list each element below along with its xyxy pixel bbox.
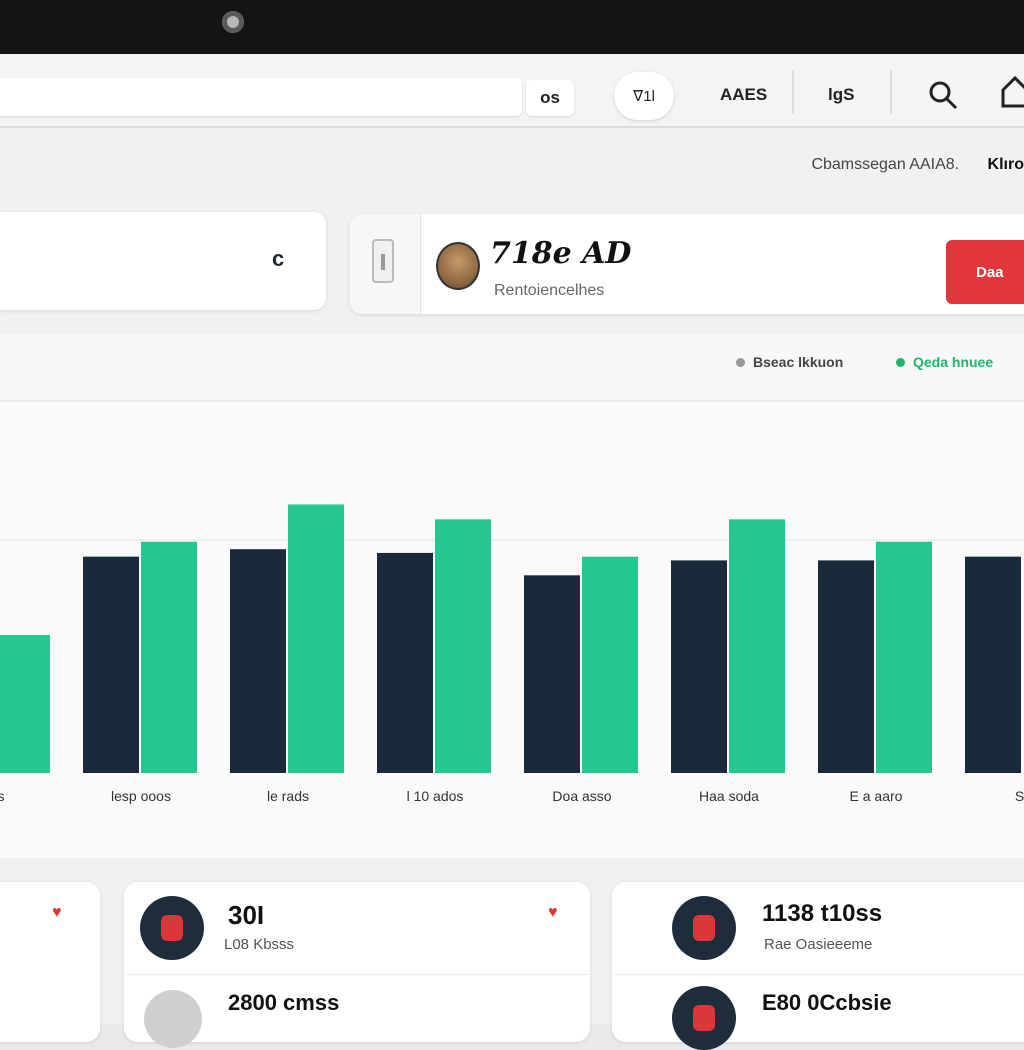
x-tick-label: l 10 ados	[407, 788, 464, 804]
legend-dot	[736, 357, 745, 367]
x-tick-label: Haa soda	[699, 788, 759, 804]
bar-chart: lles lesp ooos le rads l 10 ados Doa asso Haa…	[0, 504, 1024, 804]
bar-green[interactable]	[0, 634, 50, 773]
chart-header	[0, 334, 1024, 402]
search-input[interactable]	[0, 78, 516, 118]
x-tick-label: le rads	[267, 788, 309, 804]
legend-label: Qeda hnuee	[913, 354, 994, 370]
subheader-caption: Cbamssegan AAIA8.	[811, 156, 960, 173]
os-button[interactable]: os	[526, 80, 574, 116]
bar-dark[interactable]	[524, 575, 580, 773]
device-tile[interactable]	[350, 214, 421, 314]
x-tick-label: S l	[1015, 788, 1024, 804]
stat-label: Rae Oasieeeme	[764, 936, 873, 953]
profile-title: 718e AD	[490, 236, 632, 271]
phone-icon	[372, 239, 394, 283]
home-icon[interactable]	[1000, 74, 1024, 108]
x-tick-label: lles	[0, 788, 5, 804]
search-icon[interactable]	[928, 80, 958, 110]
summary-card[interactable]: c	[0, 212, 326, 310]
legend-item-2[interactable]: Qeda hnuee	[896, 354, 993, 370]
bar-dark[interactable]	[671, 560, 727, 773]
bar-green[interactable]	[876, 541, 932, 773]
bar-green[interactable]	[288, 504, 344, 773]
subheader-link[interactable]: Klıro	[987, 156, 1024, 173]
stat-label: L08 Kbsss	[224, 936, 295, 953]
subheader: Cbamssegan AAIA8. Klıro	[811, 156, 1024, 174]
stat-value: 2800 cmss	[228, 990, 340, 1015]
bar-dark[interactable]	[377, 552, 433, 773]
stat-value: 1138 t10ss	[762, 900, 883, 927]
heart-icon[interactable]: ♥	[548, 904, 558, 921]
stat-value: E80 0Ccbsie	[762, 990, 892, 1015]
bar-dark[interactable]	[965, 556, 1021, 773]
x-tick-label: Doa asso	[552, 788, 611, 804]
stat-icon	[672, 896, 736, 960]
stat-value: 30I	[228, 900, 265, 930]
bar-green[interactable]	[141, 541, 197, 773]
summary-value: c	[272, 246, 285, 271]
filter-button[interactable]: ᐁ1l	[614, 72, 674, 120]
action-button[interactable]: Daa	[946, 240, 1024, 304]
toolbar-divider	[890, 70, 892, 114]
stat-icon	[140, 896, 204, 960]
divider	[124, 974, 590, 975]
divider	[612, 974, 1024, 975]
legend-item-1[interactable]: Bseac lkkuon	[736, 354, 843, 370]
toolbar-divider	[792, 70, 794, 114]
bar-dark[interactable]	[83, 556, 139, 773]
bar-green[interactable]	[435, 519, 491, 773]
tab-lgs[interactable]: lgS	[828, 85, 855, 104]
stat-card[interactable]: 1138 t10ss Rae Oasieeeme E80 0Ccbsie	[612, 882, 1024, 1050]
stat-card-partial[interactable]: ♥	[0, 882, 100, 1042]
avatar	[436, 242, 480, 290]
bar-dark[interactable]	[818, 560, 874, 773]
legend-label: Bseac lkkuon	[753, 354, 844, 370]
x-tick-label: lesp ooos	[111, 788, 171, 804]
profile-subtitle: Rentoiencelhes	[494, 282, 605, 299]
heart-icon[interactable]: ♥	[52, 904, 62, 921]
stat-card[interactable]: 30I L08 Kbsss ♥ 2800 cmss	[124, 882, 590, 1048]
x-tick-label: E a aaro	[850, 788, 903, 804]
profile-card[interactable]: 718e AD Rentoiencelhes	[350, 214, 1024, 314]
search-bar[interactable]	[0, 78, 522, 118]
stat-icon	[672, 986, 736, 1050]
bar-dark[interactable]	[230, 549, 286, 773]
legend-dot	[896, 357, 905, 367]
bar-green[interactable]	[582, 556, 638, 773]
camera-icon	[222, 11, 244, 33]
bar-green[interactable]	[729, 519, 785, 773]
avatar	[144, 990, 202, 1048]
device-bezel	[0, 0, 1024, 54]
tab-aaes[interactable]: AAES	[720, 85, 768, 104]
